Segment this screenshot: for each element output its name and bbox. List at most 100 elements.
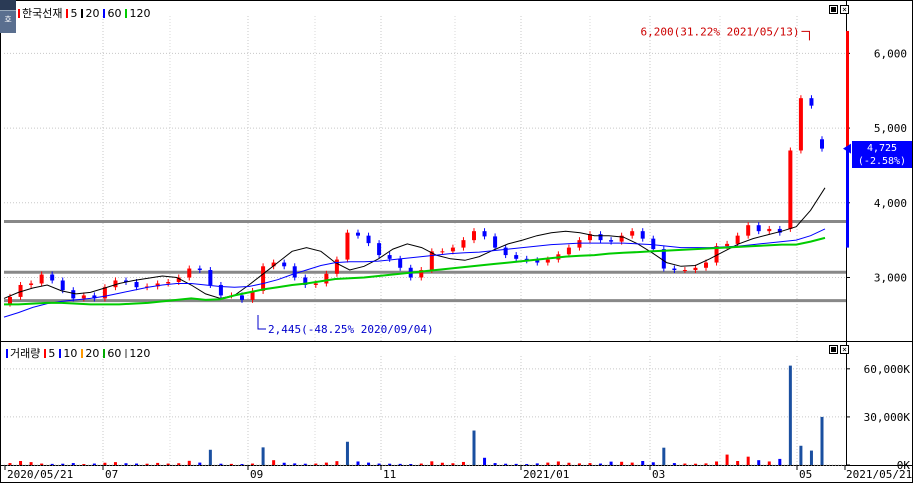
legend-vol-ma60[interactable]: 60 — [103, 347, 121, 360]
volume-bar-52 — [556, 461, 560, 465]
volume-bar-21 — [229, 463, 233, 465]
volume-bar-65 — [693, 463, 697, 465]
volume-bar-13 — [145, 463, 149, 465]
candle-body-72 — [767, 228, 772, 232]
candle-body-3 — [39, 274, 44, 284]
candle-body-47 — [503, 247, 508, 256]
volume-bar-64 — [683, 463, 687, 465]
low-annotation-arrow — [257, 314, 266, 330]
volume-bar-63 — [672, 463, 676, 465]
volume-bar-19 — [208, 449, 212, 465]
volume-bar-60 — [641, 460, 645, 465]
time-tick-label-7: 2021/05/21 — [846, 468, 912, 481]
ma-line-120 — [4, 236, 826, 306]
candle-body-5 — [60, 280, 65, 291]
candle-body-53 — [566, 247, 571, 255]
candle-body-59 — [630, 231, 635, 236]
candle-body-4 — [50, 274, 55, 281]
time-tick-label-1: 07 — [105, 468, 118, 481]
volume-bar-35 — [377, 463, 381, 465]
legend-ma60[interactable]: 60 — [103, 7, 121, 20]
volume-bar-26 — [282, 462, 286, 465]
candle-body-1 — [18, 284, 23, 297]
candle-body-69 — [735, 235, 740, 244]
time-tick-label-6: 05 — [799, 468, 812, 481]
candle-body-42 — [450, 247, 455, 252]
candle-body-77 — [820, 139, 824, 149]
volume-legend: 거래량 5 10 20 60 120 — [6, 345, 154, 361]
price-pane-minimize-button[interactable] — [829, 5, 838, 14]
price-range-bar-down — [846, 148, 849, 248]
legend-vol-ma20[interactable]: 20 — [81, 347, 99, 360]
volume-bar-11 — [124, 463, 128, 465]
candle-body-73 — [777, 228, 782, 233]
candle-body-51 — [545, 259, 550, 263]
legend-vol-ma5[interactable]: 5 — [44, 347, 55, 360]
candle-body-18 — [197, 268, 202, 271]
high-annotation-label: 6,200(31.22% 2021/05/13) — [641, 25, 800, 38]
current-price-change: (-2.58%) — [857, 156, 907, 167]
candle-body-36 — [387, 255, 392, 259]
volume-bar-48 — [514, 463, 518, 465]
legend-ma20[interactable]: 20 — [81, 7, 99, 20]
volume-bar-40 — [430, 461, 434, 465]
legend-ma5[interactable]: 5 — [66, 7, 77, 20]
volume-bar-28 — [303, 463, 307, 465]
volume-bar-15 — [166, 463, 170, 465]
candle-body-41 — [440, 251, 445, 253]
volume-tick-label-2: 0K — [897, 459, 911, 472]
volume-bar-50 — [535, 463, 539, 465]
legend-vol-ma60-label: 60 — [107, 346, 122, 360]
volume-tick-label-1: 30,000K — [864, 411, 911, 424]
price-tick-label-1: 5,000 — [874, 122, 907, 135]
time-tick-label-4: 2021/01 — [523, 468, 569, 481]
side-tab[interactable]: 호 — [0, 0, 16, 33]
volume-pane-close-button[interactable]: × — [840, 345, 849, 354]
legend-vol-ma10[interactable]: 10 — [59, 347, 77, 360]
volume-bar-8 — [92, 463, 96, 465]
legend-volume-marker — [6, 348, 8, 358]
ma-line-60 — [3, 228, 826, 318]
volume-bar-32 — [345, 441, 349, 465]
volume-bar-9 — [103, 462, 107, 465]
volume-bar-75 — [799, 445, 803, 465]
legend-symbol[interactable]: 한국선재 — [18, 5, 62, 21]
candle-body-37 — [398, 258, 403, 268]
candle-body-14 — [155, 283, 160, 287]
volume-bar-10 — [113, 462, 117, 465]
volume-bar-39 — [419, 463, 423, 465]
volume-bar-7 — [82, 464, 86, 465]
candle-body-28 — [303, 277, 308, 285]
candle-body-50 — [535, 260, 540, 263]
legend-ma120[interactable]: 120 — [125, 7, 150, 20]
candle-body-33 — [356, 232, 360, 236]
volume-bar-41 — [440, 462, 444, 465]
candle-body-8 — [92, 295, 97, 299]
legend-volume[interactable]: 거래량 — [6, 345, 40, 361]
time-tick-label-0: 2020/05/21 — [7, 468, 73, 481]
legend-ma120-label: 120 — [129, 6, 151, 20]
volume-pane-minimize-button[interactable] — [829, 345, 838, 354]
candle-body-57 — [609, 240, 614, 242]
volume-bar-69 — [736, 460, 740, 465]
candle-body-15 — [166, 281, 171, 284]
volume-bar-55 — [588, 463, 592, 465]
volume-bar-14 — [156, 462, 160, 465]
volume-bar-61 — [651, 462, 655, 465]
candle-body-65 — [693, 267, 698, 271]
legend-vol-ma120[interactable]: 120 — [125, 347, 150, 360]
candle-body-46 — [493, 236, 498, 248]
time-tick-label-2: 09 — [250, 468, 263, 481]
volume-bar-70 — [746, 456, 750, 465]
candle-body-62 — [661, 249, 666, 269]
candle-body-75 — [798, 98, 803, 151]
volume-bar-16 — [177, 463, 181, 465]
volume-bar-74 — [788, 365, 792, 465]
candle-body-64 — [682, 270, 687, 272]
price-pane-close-button[interactable]: × — [840, 5, 849, 14]
candle-body-68 — [725, 243, 730, 247]
volume-bar-46 — [493, 463, 497, 465]
candle-body-32 — [345, 232, 350, 260]
candle-body-71 — [756, 225, 761, 232]
